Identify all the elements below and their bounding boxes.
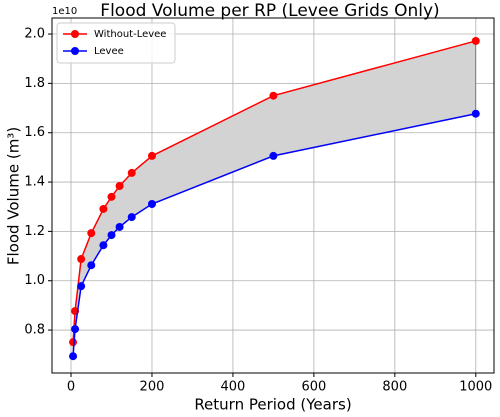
x-tick-label: 600 [301,380,326,395]
data-point [147,151,156,160]
y-tick-label: 1.8 [24,76,45,91]
data-point [69,338,78,347]
data-point [77,255,86,264]
y-tick-label: 1.2 [24,224,45,239]
y-tick-label: 1.0 [24,273,45,288]
data-point [87,229,96,238]
data-point [69,352,78,361]
y-tick-label: 0.8 [24,323,45,338]
x-axis-label: Return Period (Years) [194,396,351,414]
legend-label: Without-Levee [94,29,166,40]
x-tick-label: 0 [67,380,75,395]
data-point [115,222,124,231]
data-point [87,261,96,270]
y-offset-label: 1e10 [52,6,77,17]
data-point [471,109,480,118]
data-point [99,204,108,213]
data-point [127,168,136,177]
y-tick-label: 2.0 [24,27,45,42]
fill-between [72,40,477,357]
data-point [71,325,80,334]
legend-label: Levee [94,46,124,57]
x-tick-label: 200 [140,380,165,395]
plot-frame [51,17,495,374]
x-tick-label: 1000 [459,380,492,395]
x-tick-label: 800 [382,380,407,395]
data-point [269,151,278,160]
y-tick-label: 1.6 [24,125,45,140]
y-axis-label: Flood Volume (m³) [5,127,23,265]
data-point [471,36,480,45]
data-point [107,192,116,201]
data-point [115,182,124,191]
chart-title: Flood Volume per RP (Levee Grids Only) [100,1,439,21]
data-point [127,213,136,222]
legend-marker [71,47,79,55]
data-point [269,91,278,100]
legend-marker [71,30,79,38]
data-point [99,241,108,250]
x-tick-label: 400 [221,380,246,395]
data-point [77,282,86,291]
legend-box [56,22,176,64]
data-point [107,231,116,240]
y-tick-label: 1.4 [24,175,45,190]
data-point [147,200,156,209]
